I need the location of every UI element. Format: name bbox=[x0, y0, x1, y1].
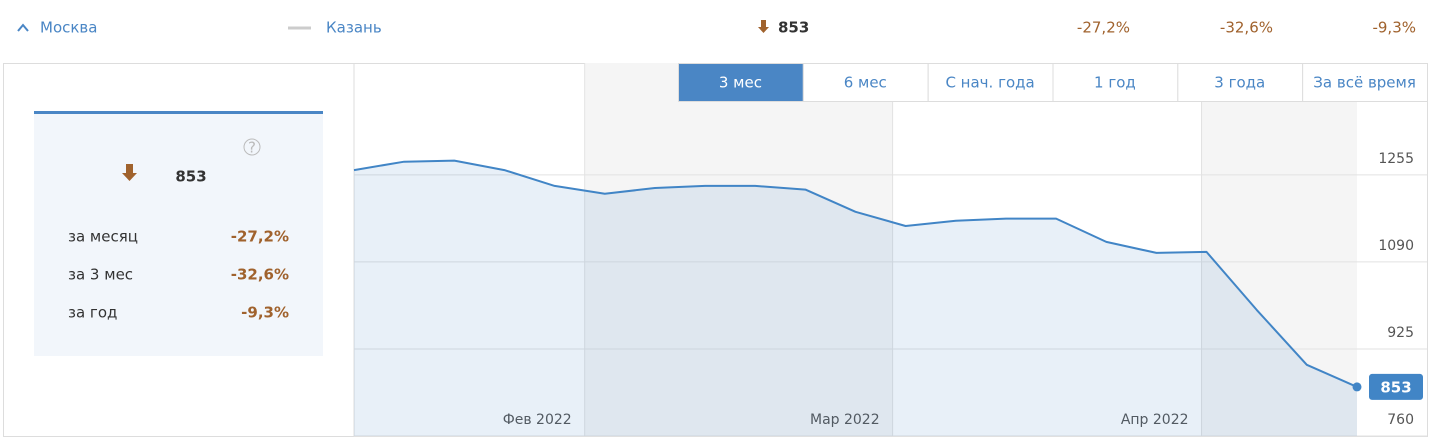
change: -32,6% bbox=[1220, 19, 1273, 37]
change: -9,3% bbox=[1372, 19, 1416, 37]
panel-border bbox=[34, 111, 323, 114]
row-label: за год bbox=[68, 304, 117, 322]
down-arrow bbox=[758, 20, 769, 33]
help-mark: ? bbox=[248, 139, 256, 157]
tab-label[interactable]: С нач. года bbox=[945, 74, 1034, 92]
row-value: -32,6% bbox=[231, 266, 289, 284]
tab-label[interactable]: 1 год bbox=[1094, 74, 1136, 92]
x-tick-label: Апр 2022 bbox=[1121, 412, 1189, 428]
down-arrow bbox=[122, 164, 137, 181]
summary-value: 853 bbox=[175, 168, 206, 186]
row-label: за месяц bbox=[68, 228, 138, 246]
tabs: 3 мес 6 мес С нач. года 1 год 3 года За всё в… bbox=[678, 63, 1428, 102]
tab[interactable] bbox=[1177, 63, 1304, 102]
line bbox=[353, 159, 1358, 388]
collapse-icon[interactable] bbox=[17, 23, 29, 32]
tab[interactable] bbox=[802, 63, 929, 102]
summary-panel: ? 853 за месяц -27,2% за 3 мес -32,6% за… bbox=[34, 111, 323, 356]
month-band bbox=[584, 63, 893, 436]
tab[interactable] bbox=[678, 63, 804, 102]
plot: 760 925 1090 1255 Фев 2022 Мар 2022 Апр 2022 85… bbox=[353, 63, 1427, 437]
tab-label[interactable]: 3 мес bbox=[719, 74, 762, 92]
tab[interactable] bbox=[927, 63, 1054, 102]
row-label: за 3 мес bbox=[68, 266, 133, 284]
tab-label[interactable]: 3 года bbox=[1214, 74, 1265, 92]
tab-label[interactable]: 6 мес bbox=[844, 74, 887, 92]
tab[interactable] bbox=[1302, 63, 1428, 102]
y-tick-label: 760 bbox=[1387, 412, 1414, 428]
x-tick-label: Мар 2022 bbox=[810, 412, 880, 428]
change: -27,2% bbox=[1077, 19, 1130, 37]
compare-city[interactable]: Казань bbox=[326, 19, 382, 37]
tab-label[interactable]: За всё время bbox=[1313, 74, 1416, 92]
y-tick-label: 925 bbox=[1387, 325, 1414, 341]
area bbox=[354, 160, 1357, 436]
header: Москва Казань 853 -27,2% -32,6% -9,3% bbox=[17, 19, 1416, 37]
row-value: -9,3% bbox=[241, 304, 289, 322]
last-value-label: 853 bbox=[1380, 378, 1411, 396]
row-value: -27,2% bbox=[231, 228, 289, 246]
last-value-badge bbox=[1369, 373, 1423, 400]
panel-bg bbox=[34, 112, 323, 356]
y-tick-label: 1255 bbox=[1378, 151, 1414, 167]
y-tick-label: 1090 bbox=[1378, 238, 1414, 254]
header-value: 853 bbox=[778, 19, 809, 37]
city[interactable]: Москва bbox=[40, 19, 97, 37]
last-point bbox=[1352, 382, 1362, 392]
help-icon[interactable] bbox=[243, 138, 261, 156]
x-tick-label: Фев 2022 bbox=[503, 412, 572, 428]
tab[interactable] bbox=[1052, 63, 1179, 102]
month-band bbox=[1201, 63, 1357, 436]
